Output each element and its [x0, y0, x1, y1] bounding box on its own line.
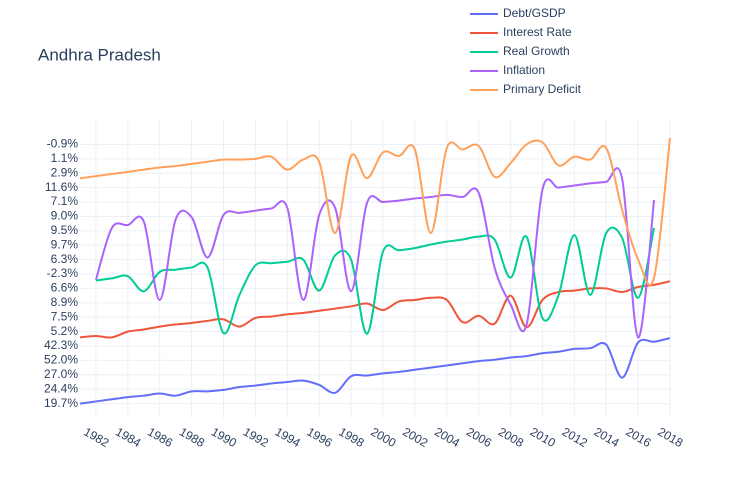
legend-label: Debt/GSDP: [503, 6, 566, 20]
y-tick-label: 19.7%: [44, 396, 78, 410]
y-tick-label: 7.1%: [51, 194, 79, 208]
y-tick-label: 24.4%: [44, 381, 78, 395]
x-tick-label: 2004: [432, 425, 462, 451]
legend-label: Primary Deficit: [503, 82, 582, 96]
x-tick-label: 2018: [655, 425, 685, 451]
grid: [80, 120, 671, 418]
line-series: [79, 337, 671, 405]
y-tick-label: 52.0%: [44, 353, 78, 367]
y-tick-label: 1.1%: [51, 151, 79, 165]
x-tick-label: 1988: [177, 425, 207, 451]
y-tick-label: -2.3%: [47, 266, 79, 280]
x-tick-label: 1984: [113, 425, 143, 451]
line-series: [95, 226, 656, 335]
x-tick-label: 1990: [209, 425, 239, 451]
y-tick-label: 8.9%: [51, 295, 79, 309]
legend-label: Interest Rate: [503, 25, 572, 39]
y-tick-label: 42.3%: [44, 338, 78, 352]
y-tick-label: 9.7%: [51, 237, 79, 251]
x-tick-label: 2006: [464, 425, 494, 451]
y-tick-label: 6.6%: [51, 281, 79, 295]
legend-label: Inflation: [503, 63, 545, 77]
x-tick-label: 2014: [592, 425, 622, 451]
x-tick-label: 1998: [336, 425, 366, 451]
x-tick-label: 2008: [496, 425, 526, 451]
x-tick-label: 2012: [560, 425, 590, 451]
x-tick-label: 2000: [368, 425, 398, 451]
y-tick-label: 9.5%: [51, 223, 79, 237]
y-tick-label: 9.0%: [51, 209, 79, 223]
x-tick-label: 1996: [305, 425, 335, 451]
chart-title: Andhra Pradesh: [38, 45, 161, 64]
line-series: [94, 167, 656, 339]
x-tick-label: 2016: [623, 425, 653, 451]
y-tick-label: 2.9%: [51, 165, 79, 179]
x-tick-label: 2010: [528, 425, 558, 451]
y-tick-label: 11.6%: [45, 180, 78, 194]
line-series: [79, 280, 671, 339]
legend-label: Real Growth: [503, 44, 570, 58]
y-tick-label: 7.5%: [51, 309, 79, 323]
y-tick-label: -0.9%: [47, 137, 79, 151]
line-series: [79, 137, 671, 286]
y-tick-label: 6.3%: [51, 252, 79, 266]
x-tick-label: 1994: [273, 425, 303, 451]
y-tick-label: 27.0%: [44, 367, 78, 381]
x-tick-label: 1992: [241, 425, 271, 451]
y-tick-label: 5.2%: [51, 324, 79, 338]
x-tick-label: 2002: [400, 425, 430, 451]
x-tick-label: 1982: [81, 425, 111, 451]
x-tick-label: 1986: [145, 425, 175, 451]
